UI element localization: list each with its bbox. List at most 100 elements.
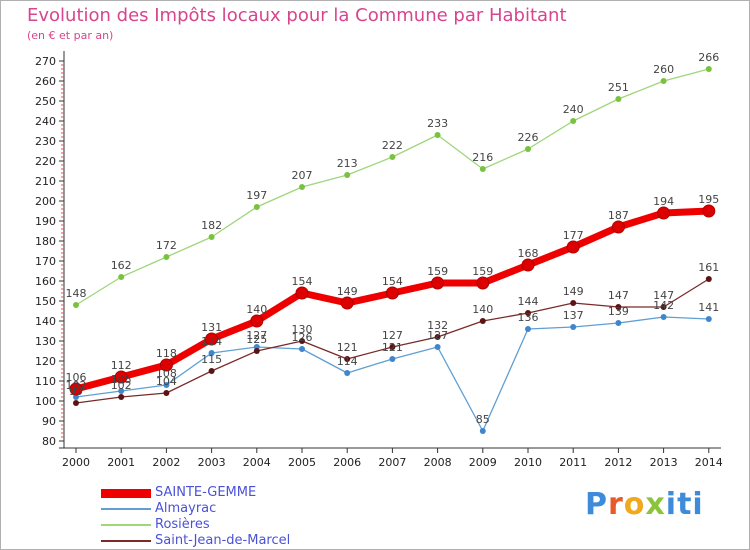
data-point: [660, 314, 667, 320]
x-tick-label: 2011: [559, 456, 587, 469]
data-point: [615, 320, 622, 326]
x-tick-label: 2003: [198, 456, 226, 469]
data-label: 207: [292, 169, 313, 182]
chart-title: Evolution des Impôts locaux pour la Comm…: [27, 5, 567, 26]
data-point: [344, 370, 351, 376]
data-label: 124: [201, 335, 222, 348]
data-point: [434, 132, 441, 138]
x-tick-label: 2007: [378, 456, 406, 469]
data-point: [208, 350, 215, 356]
data-point: [434, 344, 441, 350]
y-tick-label: 130: [35, 335, 56, 348]
y-tick-label: 150: [35, 295, 56, 308]
x-tick-label: 2000: [62, 456, 90, 469]
data-point: [521, 258, 535, 272]
data-label: 240: [563, 103, 584, 116]
x-tick-label: 2014: [695, 456, 723, 469]
data-label: 137: [563, 309, 584, 322]
x-tick-label: 2013: [650, 456, 678, 469]
data-point: [340, 296, 354, 310]
data-label: 213: [337, 157, 358, 170]
data-label: 139: [608, 305, 629, 318]
data-label: 127: [382, 329, 403, 342]
data-point: [705, 276, 712, 282]
data-point: [570, 324, 577, 330]
y-tick-label: 240: [35, 115, 56, 128]
data-label: 177: [563, 229, 584, 242]
x-tick-label: 2004: [243, 456, 271, 469]
y-tick-label: 160: [35, 275, 56, 288]
data-point: [73, 400, 79, 406]
series-saint-jean-de-marcel: [73, 276, 712, 406]
data-label: 182: [201, 219, 222, 232]
data-point: [73, 394, 79, 400]
data-label: 125: [246, 333, 267, 346]
data-point: [253, 204, 260, 210]
data-point: [118, 274, 125, 280]
legend-label: Rosières: [155, 517, 210, 532]
y-tick-label: 180: [35, 235, 56, 248]
data-point: [344, 172, 351, 178]
data-point: [615, 96, 622, 102]
data-labels: 106 112 118 131 140 154 149 154 159 159 168 177 187 1…: [66, 51, 720, 426]
data-point: [163, 390, 170, 396]
data-label: 159: [427, 265, 448, 278]
data-label: 127: [246, 329, 267, 342]
data-point: [163, 254, 170, 260]
legend-swatch: [101, 540, 151, 542]
data-label: 172: [156, 239, 177, 252]
y-tick-label: 100: [35, 395, 56, 408]
x-tick-label: 2010: [514, 456, 542, 469]
data-label: 154: [292, 275, 313, 288]
x-tick-label: 2012: [604, 456, 632, 469]
y-tick-label: 250: [35, 95, 56, 108]
data-label: 104: [156, 375, 177, 388]
data-label: 115: [201, 353, 222, 366]
data-point: [118, 388, 125, 394]
y-tick-label: 140: [35, 315, 56, 328]
series-line: [75, 68, 709, 306]
legend-label: Saint-Jean-de-Marcel: [155, 533, 291, 548]
data-label: 102: [111, 379, 132, 392]
data-point: [385, 286, 399, 300]
data-label: 161: [698, 261, 719, 274]
y-tick-label: 270: [35, 55, 56, 68]
data-point: [525, 310, 531, 316]
data-label: 112: [111, 359, 132, 372]
data-label: 121: [337, 341, 358, 354]
data-point: [114, 370, 128, 384]
data-point: [253, 348, 260, 354]
y-tick-label: 230: [35, 135, 56, 148]
data-point: [702, 204, 716, 218]
x-tick-label: 2001: [107, 456, 135, 469]
data-point: [611, 220, 625, 234]
y-tick-label: 80: [42, 435, 56, 448]
data-label: 142: [653, 299, 674, 312]
data-label: 126: [292, 331, 313, 344]
data-point: [295, 286, 309, 300]
legend-swatch: [101, 488, 151, 498]
data-label: 114: [337, 355, 358, 368]
data-label: 148: [66, 287, 87, 300]
data-label: 260: [653, 63, 674, 76]
y-tick-label: 190: [35, 215, 56, 228]
data-label: 226: [518, 131, 539, 144]
data-point: [431, 276, 445, 290]
data-point: [705, 66, 712, 72]
data-label: 136: [518, 311, 539, 324]
data-point: [570, 300, 577, 306]
y-tick-label: 260: [35, 75, 56, 88]
data-label: 149: [337, 285, 358, 298]
data-label: 140: [246, 303, 267, 316]
data-label: 99: [69, 385, 83, 398]
data-label: 233: [427, 117, 448, 130]
data-label: 121: [382, 341, 403, 354]
legend-swatch: [101, 524, 151, 526]
data-label: 130: [292, 323, 313, 336]
y-tick-label: 170: [35, 255, 56, 268]
data-point: [205, 332, 219, 346]
data-point: [159, 358, 173, 372]
data-point: [73, 302, 79, 308]
